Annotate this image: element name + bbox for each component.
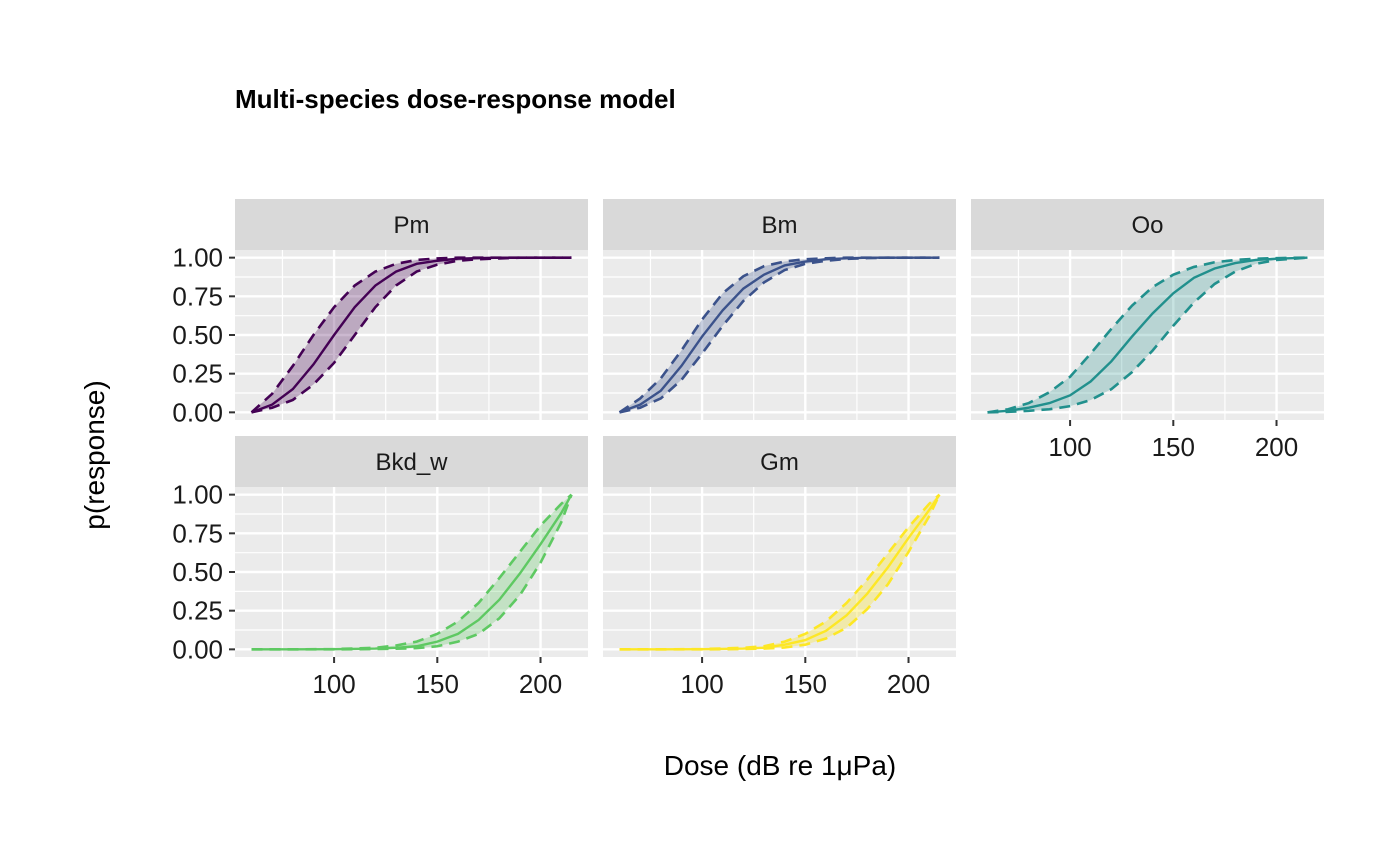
facet-panel-Pm: Pm 0.00 0.25 0.50 0.75 1.00: [172, 199, 588, 427]
x-tick-label: 150: [1152, 432, 1195, 462]
facet-strip-label: Bkd_w: [375, 449, 448, 476]
facet-strip: [971, 199, 1324, 250]
x-axis-label: Dose (dB re 1μPa): [664, 750, 896, 781]
y-tick-label: 1.00: [172, 480, 223, 510]
facet-strip-label: Bm: [762, 212, 798, 239]
upper-bound-line: [251, 493, 573, 651]
facet-strip: [235, 436, 588, 487]
x-tick-label: 150: [416, 669, 459, 699]
y-tick-label: 1.00: [172, 243, 223, 273]
facet-panel-Oo: Oo 100 150 200: [971, 199, 1324, 462]
x-tick-label: 100: [312, 669, 355, 699]
lower-bound-line: [619, 256, 940, 414]
lower-bound-line: [987, 256, 1308, 414]
y-tick-label: 0.50: [172, 320, 223, 350]
response-curve: [619, 256, 940, 414]
facet-panel-Gm: Gm 100 150 200: [603, 436, 956, 699]
y-tick-label: 0.25: [172, 359, 223, 389]
facet-strip: [603, 436, 956, 487]
upper-bound-line: [987, 256, 1308, 414]
x-tick-label: 150: [784, 669, 827, 699]
chart-title: Multi-species dose-response model: [235, 84, 676, 114]
y-tick-label: 0.75: [172, 281, 223, 311]
response-curve: [619, 493, 941, 651]
facet-strip-label: Oo: [1131, 212, 1163, 239]
x-tick-label: 200: [1255, 432, 1298, 462]
y-tick-label: 0.50: [172, 557, 223, 587]
y-tick-label: 0.00: [172, 397, 223, 427]
ci-ribbon: [251, 494, 572, 650]
upper-bound-line: [619, 493, 941, 651]
lower-bound-line: [251, 256, 572, 414]
y-tick-label: 0.00: [172, 634, 223, 664]
facet-strip-label: Pm: [394, 212, 430, 239]
response-curve: [251, 494, 573, 651]
y-tick-label: 0.25: [172, 596, 223, 626]
facet-strip: [603, 199, 956, 250]
y-tick-label: 0.75: [172, 518, 223, 548]
x-tick-label: 100: [1048, 432, 1091, 462]
facet-panel-Bm: Bm: [603, 199, 956, 420]
x-tick-label: 200: [519, 669, 562, 699]
x-tick-label: 200: [887, 669, 930, 699]
ci-ribbon: [987, 257, 1308, 413]
facet-strip: [235, 199, 588, 250]
upper-bound-line: [618, 256, 940, 414]
x-tick-label: 100: [680, 669, 723, 699]
response-curve: [251, 256, 572, 414]
ci-ribbon: [619, 494, 940, 650]
y-axis-label: p(response): [79, 380, 110, 529]
response-curve: [987, 256, 1308, 414]
facet-panel-Bkd_w: Bkd_w 0.00 0.25 0.50 0.75 1.00 100 150 200: [172, 436, 588, 699]
facet-strip-label: Gm: [760, 449, 799, 476]
